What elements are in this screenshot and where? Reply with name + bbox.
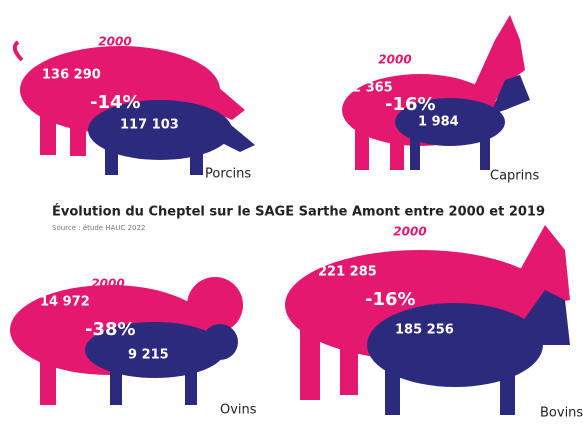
value-2000: 221 285 [318, 265, 377, 280]
change: -14% [90, 92, 141, 113]
value-2019: 185 256 [395, 323, 454, 338]
animal-name: Porcins [205, 167, 251, 182]
source: Source : étude HAUC 2022 [52, 224, 145, 232]
year-label: 2000 [91, 277, 124, 291]
value-2000: 14 972 [40, 295, 90, 310]
sheep-2019 [85, 322, 238, 405]
year-label: 2000 [393, 225, 426, 239]
goat-2019 [395, 75, 530, 170]
animal-name: Ovins [220, 403, 257, 418]
value-2000: 2 365 [352, 81, 393, 96]
change: -16% [385, 94, 436, 115]
change: -16% [365, 289, 416, 310]
cow-2019 [367, 290, 570, 415]
value-2019: 1 984 [418, 115, 459, 130]
pig-2019 [88, 100, 255, 175]
value-2019: 9 215 [128, 348, 169, 363]
year-label: 2000 [378, 53, 411, 67]
animal-name: Caprins [490, 169, 539, 184]
title: Évolution du Cheptel sur le SAGE Sarthe … [52, 204, 545, 220]
value-2000: 136 290 [42, 68, 101, 83]
change: -38% [85, 319, 136, 340]
animal-name: Bovins [540, 406, 583, 421]
year-label: 2000 [98, 35, 131, 49]
value-2019: 117 103 [120, 118, 179, 133]
